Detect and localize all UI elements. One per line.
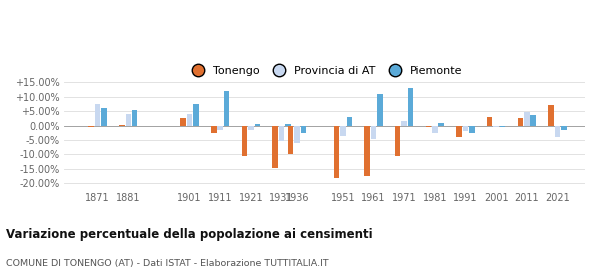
Bar [211,125,217,133]
Bar [408,88,413,125]
Bar [95,104,100,125]
Bar [432,125,437,133]
Bar [371,125,376,139]
Bar [401,121,407,125]
Bar [334,125,339,178]
Bar [272,125,278,167]
Bar [224,91,229,125]
Bar [463,125,468,131]
Bar [518,118,523,125]
Bar [88,125,94,127]
Bar [101,108,107,125]
Bar [279,125,284,141]
Bar [187,114,193,125]
Bar [524,113,530,125]
Bar [530,115,536,125]
Bar [340,125,346,136]
Bar [395,125,400,156]
Bar [254,124,260,125]
Bar [561,125,566,130]
Bar [347,117,352,125]
Bar [493,125,499,127]
Bar [456,125,462,137]
Bar [364,125,370,176]
Bar [469,125,475,133]
Bar [248,125,254,130]
Bar [285,124,291,125]
Bar [425,125,431,127]
Bar [125,114,131,125]
Bar [294,125,299,143]
Bar [242,125,247,156]
Bar [193,104,199,125]
Bar [181,118,186,125]
Legend: Tonengo, Provincia di AT, Piemonte: Tonengo, Provincia di AT, Piemonte [182,62,466,80]
Bar [377,94,383,125]
Bar [554,125,560,137]
Bar [217,125,223,130]
Bar [548,105,554,125]
Bar [301,125,306,133]
Bar [487,117,493,125]
Bar [439,123,444,125]
Bar [500,125,505,127]
Text: COMUNE DI TONENGO (AT) - Dati ISTAT - Elaborazione TUTTITALIA.IT: COMUNE DI TONENGO (AT) - Dati ISTAT - El… [6,259,329,268]
Text: Variazione percentuale della popolazione ai censimenti: Variazione percentuale della popolazione… [6,228,373,241]
Bar [287,125,293,155]
Bar [132,109,137,125]
